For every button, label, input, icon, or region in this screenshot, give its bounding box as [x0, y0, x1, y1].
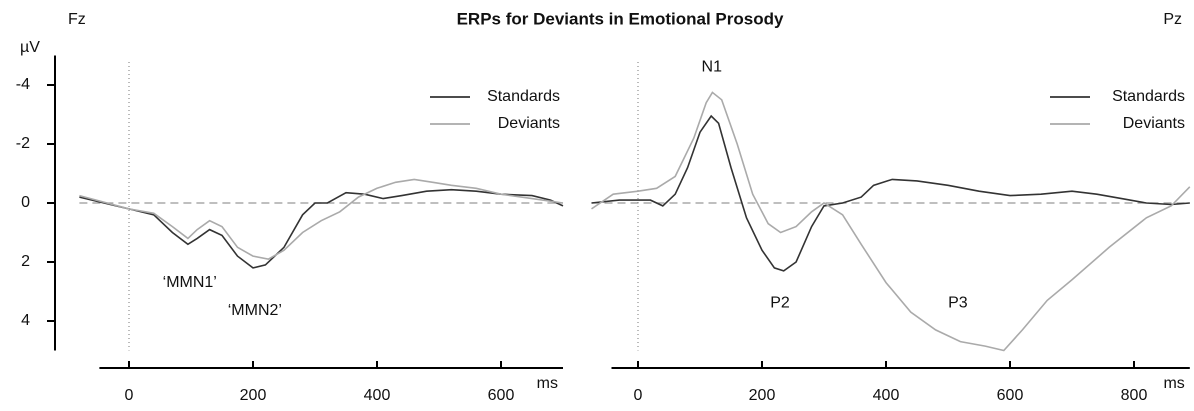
y-tick-label: 0	[21, 194, 30, 211]
x-tick-label: 800	[1121, 387, 1148, 404]
series-line	[591, 91, 1191, 352]
x-tick-label: 600	[997, 387, 1024, 404]
annotation: ‘MMN2’	[228, 302, 282, 319]
legend-label: Standards	[1112, 88, 1185, 105]
annotation: N1	[702, 59, 723, 76]
y-tick-label: -2	[16, 135, 30, 152]
series-line	[79, 178, 564, 260]
x-axis-label: ms	[537, 375, 558, 392]
series-line	[591, 114, 1190, 272]
x-axis-label: ms	[1163, 375, 1184, 392]
panel-label: Pz	[1163, 11, 1182, 28]
x-tick-label: 0	[125, 387, 134, 404]
panel-label: Fz	[68, 11, 86, 28]
annotation: ‘MMN1’	[163, 274, 217, 291]
x-tick-label: 200	[749, 387, 776, 404]
y-tick-label: -4	[16, 76, 30, 93]
legend-label: Deviants	[498, 115, 560, 132]
x-tick-label: 0	[634, 387, 643, 404]
x-tick-label: 400	[873, 387, 900, 404]
legend-label: Standards	[487, 88, 560, 105]
y-tick-label: 4	[21, 312, 30, 329]
x-tick-label: 400	[364, 387, 391, 404]
x-tick-label: 200	[240, 387, 267, 404]
annotation: P2	[770, 295, 790, 312]
x-tick-label: 600	[488, 387, 515, 404]
y-axis-label: µV	[20, 39, 40, 56]
annotation: P3	[948, 295, 968, 312]
chart-title: ERPs for Deviants in Emotional Prosody	[457, 9, 784, 28]
series-line	[79, 188, 564, 269]
legend-label: Deviants	[1123, 115, 1185, 132]
y-tick-label: 2	[21, 253, 30, 270]
